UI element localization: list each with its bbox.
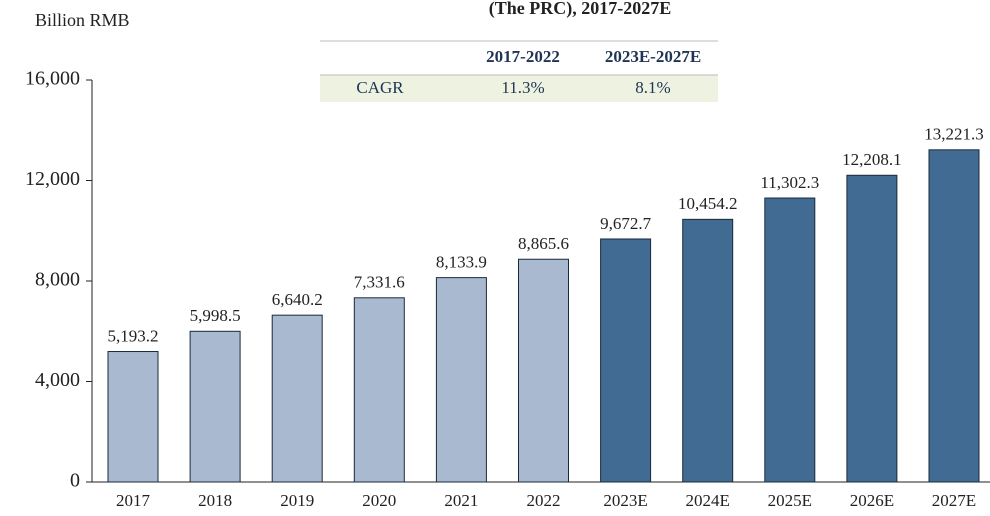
table-cell: 8.1% [635, 78, 670, 97]
bar [600, 238, 652, 483]
value-label: 10,454.2 [678, 194, 738, 213]
y-axis-label: Billion RMB [35, 10, 130, 30]
value-label: 11,302.3 [760, 173, 819, 192]
bar [764, 197, 816, 483]
value-label: 6,640.2 [272, 290, 323, 309]
x-tick-label: 2027E [932, 491, 976, 510]
y-tick-label: 12,000 [25, 168, 80, 190]
y-tick-label: 4,000 [35, 369, 80, 391]
value-label: 5,998.5 [190, 306, 241, 325]
bar [928, 149, 980, 483]
y-tick-label: 16,000 [25, 68, 80, 90]
table-row-bg [320, 75, 718, 102]
value-label: 13,221.3 [924, 125, 984, 144]
value-label: 7,331.6 [354, 273, 405, 292]
bar [189, 330, 241, 483]
y-tick-label: 8,000 [35, 269, 80, 291]
chart-title: (The PRC), 2017-2027E [489, 0, 672, 19]
x-tick-label: 2018 [198, 491, 232, 510]
table-cell: CAGR [356, 78, 404, 97]
x-tick-label: 2017 [116, 491, 151, 510]
value-label: 8,133.9 [436, 253, 487, 272]
x-tick-label: 2023E [603, 491, 647, 510]
bar [518, 258, 569, 483]
value-label: 9,672.7 [600, 214, 652, 233]
bar [271, 314, 323, 483]
bar [846, 174, 898, 483]
bar [353, 297, 405, 483]
value-label: 5,193.2 [108, 326, 159, 345]
bar [435, 277, 487, 483]
x-tick-label: 2021 [444, 491, 478, 510]
table-header: 2023E-2027E [605, 47, 701, 66]
x-tick-label: 2025E [768, 491, 812, 510]
bar [682, 218, 734, 483]
value-label: 8,865.6 [518, 234, 569, 253]
x-tick-label: 2026E [850, 491, 894, 510]
table-header: 2017-2022 [486, 47, 560, 66]
bar [107, 351, 159, 483]
table-cell: 11.3% [501, 78, 544, 97]
x-tick-label: 2019 [280, 491, 314, 510]
value-label: 12,208.1 [842, 150, 902, 169]
y-tick-label: 0 [70, 470, 80, 492]
x-tick-label: 2022 [527, 491, 561, 510]
x-tick-label: 2024E [686, 491, 730, 510]
x-tick-label: 2020 [362, 491, 396, 510]
